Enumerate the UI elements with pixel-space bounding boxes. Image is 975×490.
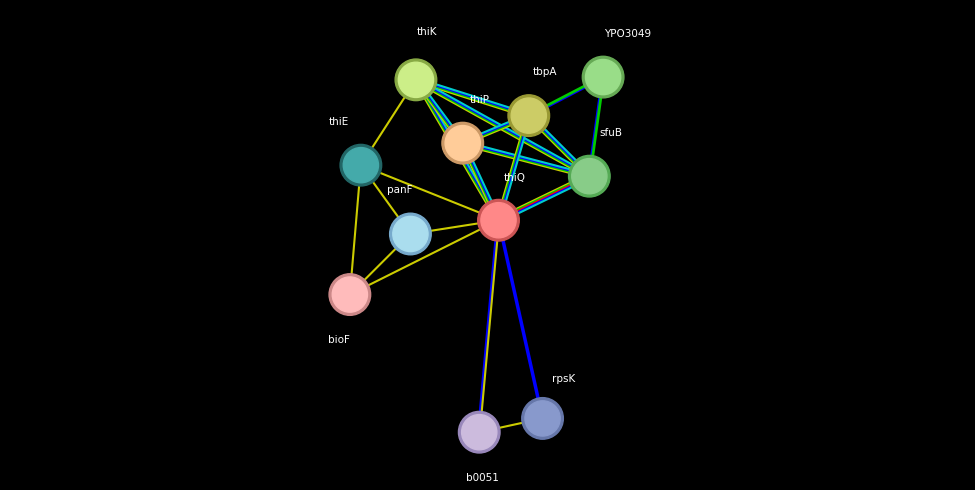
Circle shape [399,62,434,98]
Circle shape [582,56,624,98]
Circle shape [395,59,437,100]
Text: thiP: thiP [469,95,489,104]
Circle shape [481,202,516,238]
Circle shape [568,155,610,197]
Text: thiK: thiK [416,27,437,37]
Text: tbpA: tbpA [533,67,558,77]
Circle shape [586,59,621,95]
Text: b0051: b0051 [465,473,498,483]
Circle shape [442,122,484,164]
Text: thiQ: thiQ [504,173,526,183]
Circle shape [511,98,546,133]
Circle shape [390,213,431,255]
Circle shape [508,95,550,136]
Circle shape [478,199,520,241]
Circle shape [340,145,381,186]
Circle shape [571,159,607,194]
Circle shape [330,274,370,316]
Circle shape [393,217,428,251]
Circle shape [446,125,481,161]
Circle shape [525,401,561,436]
Text: panF: panF [387,185,412,196]
Text: bioF: bioF [328,335,350,345]
Text: sfuB: sfuB [600,127,623,138]
Text: YPO3049: YPO3049 [604,28,651,39]
Text: thiE: thiE [329,117,349,126]
Circle shape [332,277,368,312]
Circle shape [522,398,564,439]
Text: rpsK: rpsK [552,374,575,384]
Circle shape [461,415,497,450]
Circle shape [458,412,500,453]
Circle shape [343,147,378,183]
